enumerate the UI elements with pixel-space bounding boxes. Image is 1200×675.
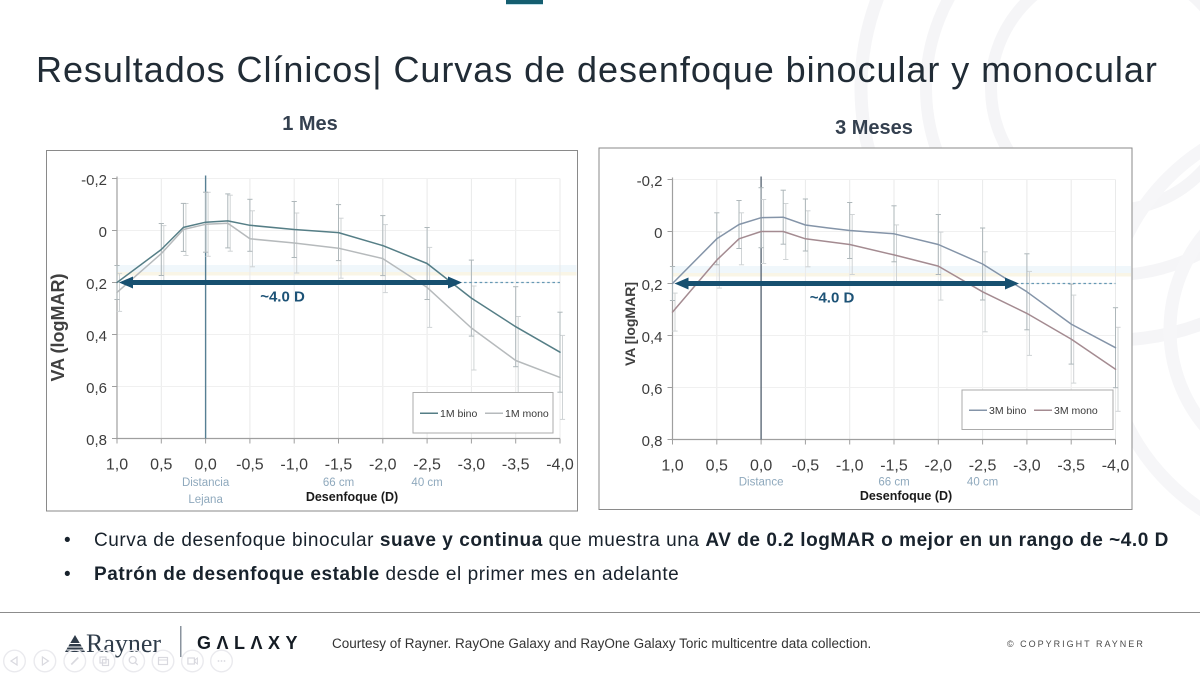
svg-text:Lejana: Lejana bbox=[188, 494, 223, 506]
svg-text:Courtesy of Rayner. RayOne Gal: Courtesy of Rayner. RayOne Galaxy and Ra… bbox=[332, 636, 871, 651]
svg-text:0,0: 0,0 bbox=[750, 458, 772, 475]
svg-text:-0,2: -0,2 bbox=[637, 173, 663, 190]
svg-text:Distance: Distance bbox=[739, 477, 784, 489]
svg-text:0,2: 0,2 bbox=[86, 276, 107, 293]
svg-text:-0,5: -0,5 bbox=[792, 458, 820, 475]
svg-text:-2,0: -2,0 bbox=[925, 458, 953, 475]
svg-text:0,8: 0,8 bbox=[642, 433, 663, 450]
svg-text:Desenfoque (D): Desenfoque (D) bbox=[306, 490, 398, 504]
svg-text:0,6: 0,6 bbox=[642, 381, 663, 398]
svg-text:1,0: 1,0 bbox=[106, 457, 128, 474]
svg-text:0,8: 0,8 bbox=[86, 432, 107, 449]
svg-text:0,4: 0,4 bbox=[86, 328, 107, 345]
svg-text:-4,0: -4,0 bbox=[546, 457, 574, 474]
svg-text:66 cm: 66 cm bbox=[323, 477, 354, 489]
svg-text:-1,5: -1,5 bbox=[880, 458, 908, 475]
svg-text:-2,5: -2,5 bbox=[969, 458, 997, 475]
svg-text:0,5: 0,5 bbox=[706, 458, 728, 475]
svg-text:1M mono: 1M mono bbox=[505, 408, 549, 420]
svg-text:© COPYRIGHT RAYNER: © COPYRIGHT RAYNER bbox=[1007, 639, 1145, 649]
svg-text:-3,0: -3,0 bbox=[1013, 458, 1041, 475]
svg-text:3M bino: 3M bino bbox=[989, 405, 1027, 417]
svg-text:0,0: 0,0 bbox=[194, 457, 216, 474]
svg-text:-1,5: -1,5 bbox=[325, 457, 353, 474]
svg-text:-3,0: -3,0 bbox=[458, 457, 486, 474]
svg-text:0,6: 0,6 bbox=[86, 380, 107, 397]
svg-text:Distancia: Distancia bbox=[182, 477, 230, 489]
svg-text:40 cm: 40 cm bbox=[967, 477, 998, 489]
svg-text:0: 0 bbox=[99, 224, 107, 241]
svg-text:0,4: 0,4 bbox=[642, 329, 663, 346]
svg-text:-0,2: -0,2 bbox=[81, 172, 107, 189]
svg-text:-2,0: -2,0 bbox=[369, 457, 397, 474]
svg-text:VA (logMAR): VA (logMAR) bbox=[48, 274, 68, 382]
svg-text:-1,0: -1,0 bbox=[280, 457, 308, 474]
svg-text:3M mono: 3M mono bbox=[1054, 405, 1098, 417]
svg-text:40 cm: 40 cm bbox=[411, 477, 442, 489]
svg-text:66 cm: 66 cm bbox=[878, 477, 909, 489]
svg-text:1M bino: 1M bino bbox=[440, 408, 478, 420]
svg-text:0: 0 bbox=[654, 225, 662, 242]
svg-text:Rayner: Rayner bbox=[86, 629, 161, 658]
svg-text:Desenfoque (D): Desenfoque (D) bbox=[860, 489, 952, 503]
svg-text:VA [logMAR]: VA [logMAR] bbox=[622, 282, 638, 366]
svg-text:1,0: 1,0 bbox=[661, 458, 683, 475]
svg-text:-3,5: -3,5 bbox=[502, 457, 530, 474]
svg-text:~4.0 D: ~4.0 D bbox=[810, 290, 855, 307]
svg-text:-0,5: -0,5 bbox=[236, 457, 264, 474]
svg-text:-3,5: -3,5 bbox=[1057, 458, 1085, 475]
svg-text:-2,5: -2,5 bbox=[413, 457, 441, 474]
svg-text:-1,0: -1,0 bbox=[836, 458, 864, 475]
svg-text:0,5: 0,5 bbox=[150, 457, 172, 474]
svg-text:-4,0: -4,0 bbox=[1102, 458, 1130, 475]
svg-text:~4.0 D: ~4.0 D bbox=[260, 289, 305, 306]
svg-text:0,2: 0,2 bbox=[642, 277, 663, 294]
svg-text:GΛLΛXY: GΛLΛXY bbox=[197, 633, 303, 653]
